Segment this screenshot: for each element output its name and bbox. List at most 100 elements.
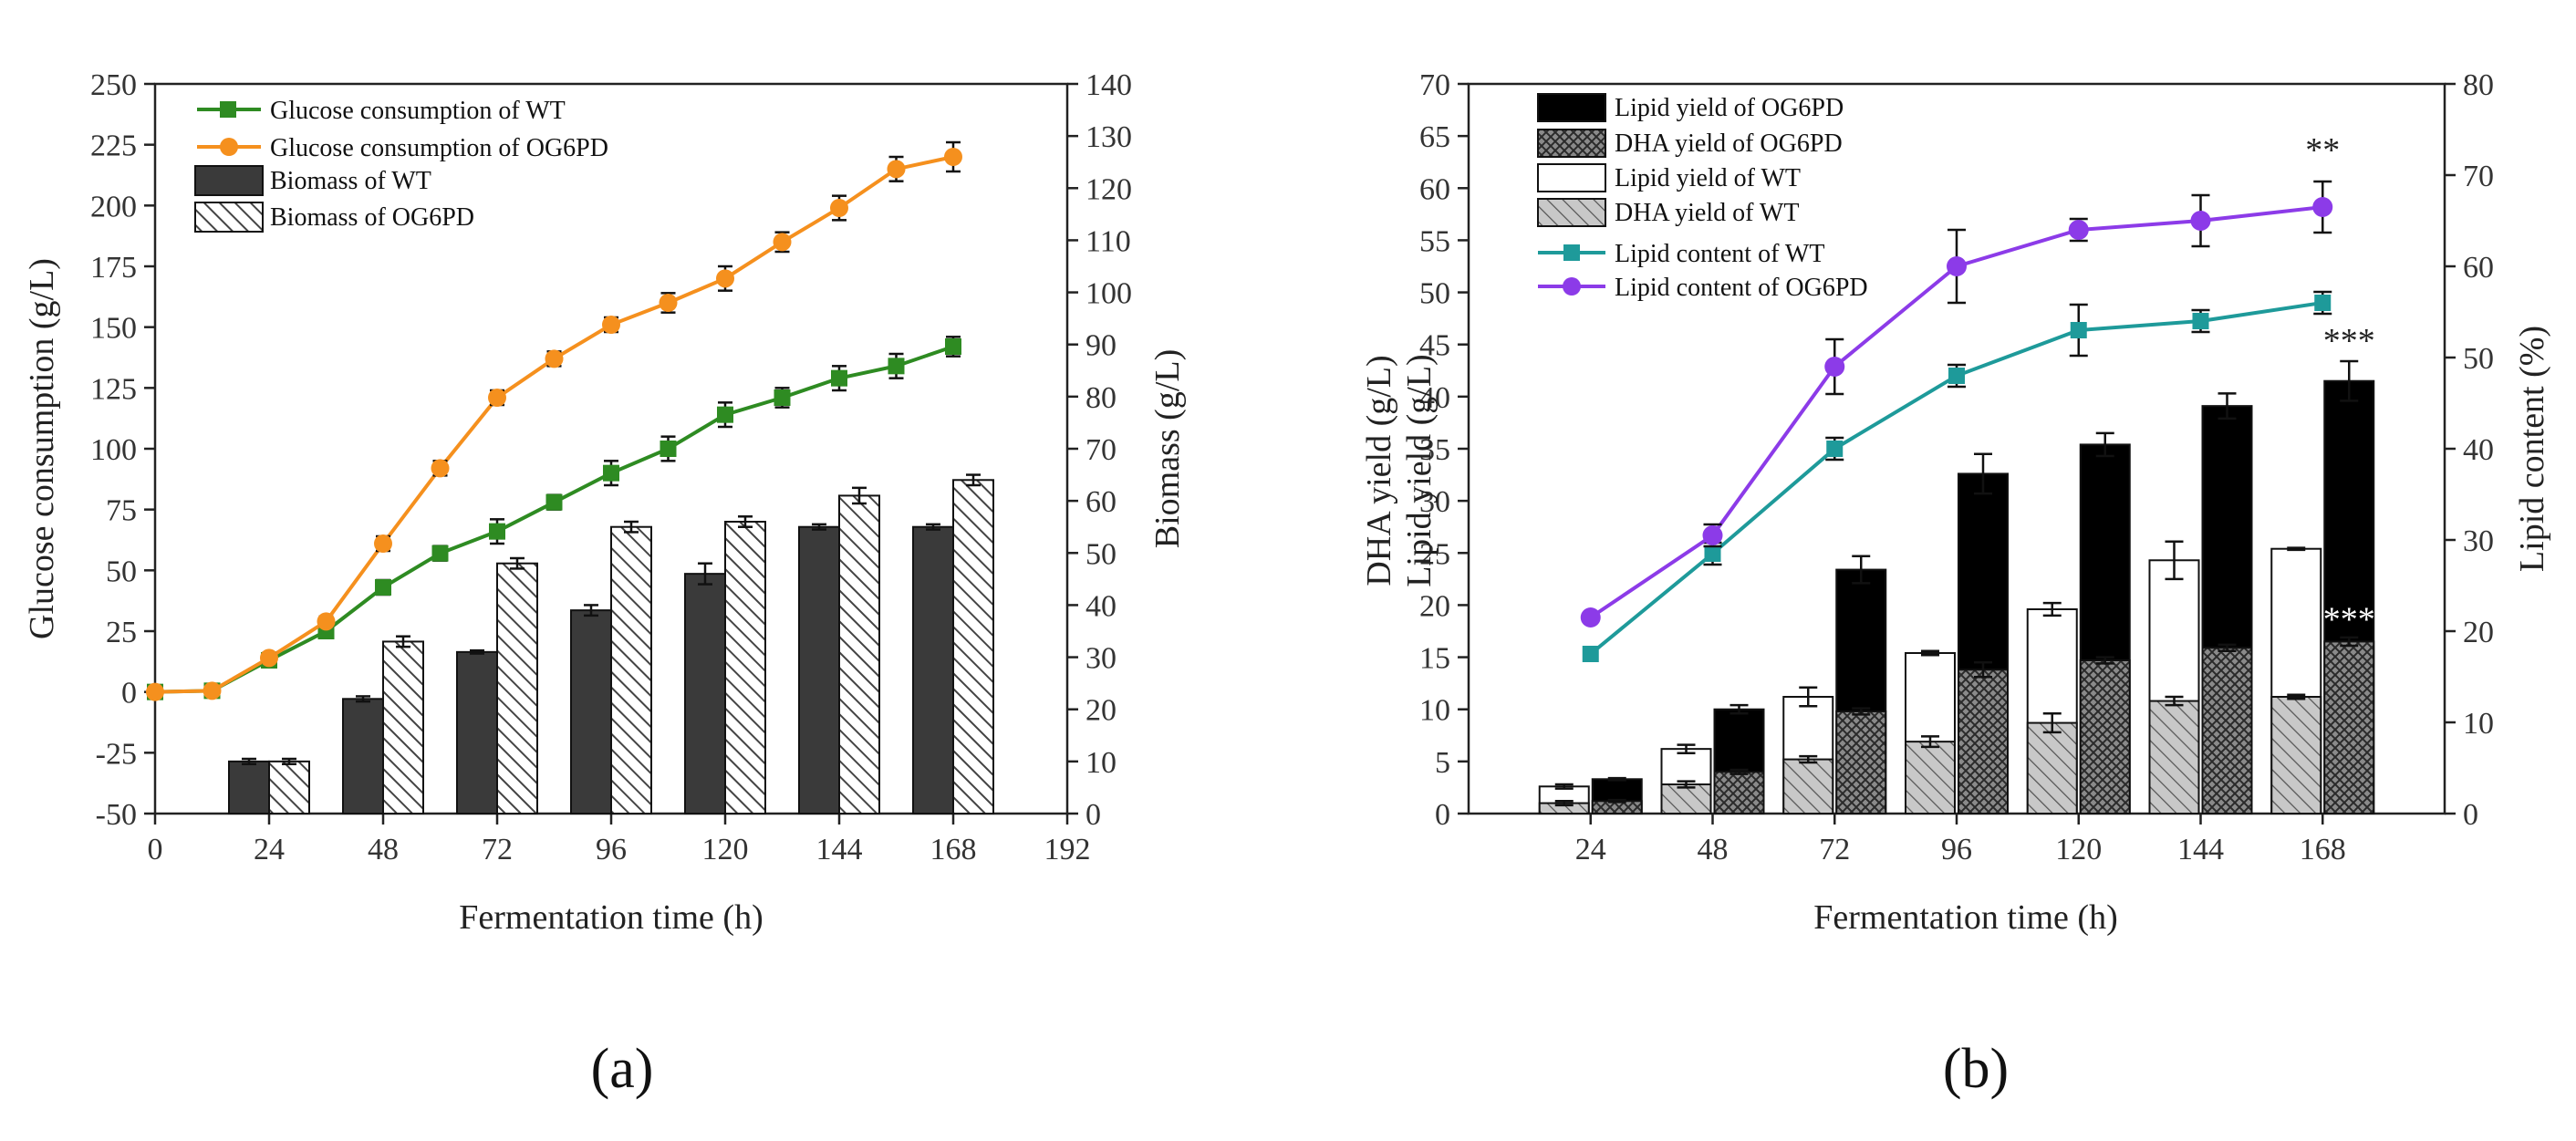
- a-x-tick-label: 96: [596, 833, 627, 866]
- b-y-left-tick-label: 25: [1419, 537, 1450, 571]
- a-point-wt: [945, 338, 961, 355]
- a-x-tick-label: 120: [702, 833, 749, 866]
- b-bar-dha-og6pd: [2079, 659, 2131, 814]
- a-legend-wt-line: Glucose consumption of WT: [270, 97, 566, 125]
- a-y-left-tick-label: 125: [90, 372, 137, 406]
- b-point-og6pd: [1702, 525, 1723, 545]
- b-point-og6pd: [2190, 211, 2211, 231]
- a-y-left-tick-label: 75: [106, 494, 137, 528]
- a-point-og6pd: [944, 148, 962, 166]
- a-y-right-tick-label: 10: [1085, 746, 1117, 780]
- a-point-wt: [717, 406, 733, 423]
- b-y-left-axis-label-lipid: Lipid yield (g/L): [1400, 354, 1439, 586]
- a-point-wt: [545, 493, 563, 511]
- a-y-right-tick-label: 140: [1085, 68, 1132, 102]
- b-legend-og-lipid: Lipid yield of OG6PD: [1615, 94, 1844, 122]
- b-x-tick-label: 72: [1819, 833, 1850, 866]
- a-point-wt: [375, 579, 391, 596]
- b-significance-marker: ***: [2323, 600, 2375, 638]
- b-y-left-tick-label: 35: [1419, 433, 1450, 467]
- a-bar-wt: [456, 650, 498, 814]
- b-point-og6pd: [1824, 357, 1845, 377]
- b-point-wt: [1582, 646, 1599, 662]
- b-legend-wt-dha-swatch: [1537, 198, 1606, 227]
- a-y-right-tick-label: 50: [1085, 537, 1117, 571]
- a-point-og6pd: [317, 612, 336, 631]
- b-lines: [1580, 180, 2333, 662]
- a-bar-wt: [798, 525, 840, 814]
- a-bar-og6pd: [610, 525, 652, 814]
- b-legend-og-lipid-swatch: [1537, 93, 1606, 122]
- a-x-tick-label: 72: [482, 833, 513, 866]
- b-y-left-tick-label: 45: [1419, 329, 1450, 363]
- a-x-tick-label: 0: [148, 833, 163, 866]
- b-legend-og-content-marker: [1563, 277, 1581, 296]
- a-y-right-tick-label: 40: [1085, 589, 1117, 623]
- b-legend-wt-dha: DHA yield of WT: [1615, 199, 1799, 227]
- a-y-left-tick-label: 50: [106, 555, 137, 588]
- b-y-right-tick-label: 70: [2463, 160, 2494, 193]
- a-bar-og6pd: [838, 494, 880, 815]
- b-point-og6pd: [1580, 607, 1601, 628]
- b-point-wt: [2070, 322, 2087, 338]
- a-point-og6pd: [659, 294, 678, 312]
- a-lines: [146, 140, 962, 701]
- a-bar-og6pd: [724, 521, 766, 814]
- b-y-left-tick-label: 60: [1419, 172, 1450, 206]
- a-y-left-tick-label: 0: [121, 677, 137, 711]
- b-y-right-tick-label: 40: [2463, 433, 2494, 467]
- a-legend-wt-marker: [220, 101, 236, 118]
- a-y-right-tick-label: 30: [1085, 642, 1117, 676]
- b-annotations: ********: [2305, 131, 2375, 638]
- a-x-tick-label: 24: [254, 833, 285, 866]
- b-y-right-tick-label: 10: [2463, 707, 2494, 741]
- a-point-og6pd: [203, 681, 222, 700]
- a-point-og6pd: [545, 349, 564, 368]
- a-y-right-tick-label: 130: [1085, 120, 1132, 154]
- a-point-og6pd: [830, 199, 848, 217]
- b-x-tick-label: 96: [1941, 833, 1972, 866]
- b-bar-dha-wt: [1782, 758, 1834, 814]
- a-point-wt: [603, 464, 619, 482]
- b-x-tick-label: 120: [2055, 833, 2102, 866]
- a-y-right-tick-label: 20: [1085, 694, 1117, 728]
- b-y-left-tick-label: 15: [1419, 642, 1450, 676]
- a-point-og6pd: [431, 459, 450, 478]
- a-legend-og-marker: [220, 138, 238, 156]
- b-legend-og-content: Lipid content of OG6PD: [1615, 274, 1868, 302]
- b-point-wt: [2314, 295, 2332, 311]
- b-x-axis-label: Fermentation time (h): [1813, 898, 2117, 937]
- b-bar-dha-wt: [2148, 700, 2200, 814]
- a-point-og6pd: [716, 269, 734, 288]
- a-y-left-tick-label: -25: [96, 737, 137, 771]
- a-point-wt: [774, 389, 791, 406]
- a-bar-og6pd: [382, 640, 424, 815]
- a-bar-wt: [228, 760, 270, 814]
- b-bar-dha-og6pd: [1713, 771, 1765, 814]
- a-x-axis-label: Fermentation time (h): [459, 898, 763, 937]
- a-x-tick-label: 144: [816, 833, 863, 866]
- b-bar-dha-og6pd: [2201, 647, 2253, 814]
- b-y-right-tick-label: 60: [2463, 251, 2494, 285]
- a-y-left-axis-label: Glucose consumption (g/L): [23, 258, 61, 639]
- b-significance-marker: ***: [2323, 322, 2375, 360]
- panel-label-b: (b): [1943, 1038, 2009, 1100]
- b-point-og6pd: [1947, 256, 1967, 276]
- b-x-tick-label: 168: [2300, 833, 2346, 866]
- b-bar-dha-og6pd: [1958, 669, 2009, 814]
- b-point-og6pd: [2312, 197, 2333, 217]
- b-legend-og-dha-swatch: [1537, 129, 1606, 158]
- b-legend: Lipid yield of OG6PD DHA yield of OG6PD …: [1537, 93, 1868, 302]
- b-point-wt: [1826, 441, 1844, 457]
- a-point-og6pd: [146, 682, 164, 701]
- a-bar-og6pd: [496, 562, 538, 814]
- b-legend-wt-content-marker: [1563, 244, 1580, 261]
- a-legend-wt-bar: Biomass of WT: [270, 167, 431, 195]
- b-y-right-tick-label: 30: [2463, 524, 2494, 558]
- a-point-wt: [831, 369, 847, 387]
- a-point-og6pd: [488, 389, 506, 407]
- a-y-right-tick-label: 0: [1085, 798, 1101, 832]
- a-y-left-tick-label: 250: [90, 68, 137, 102]
- b-significance-marker: **: [2305, 131, 2340, 170]
